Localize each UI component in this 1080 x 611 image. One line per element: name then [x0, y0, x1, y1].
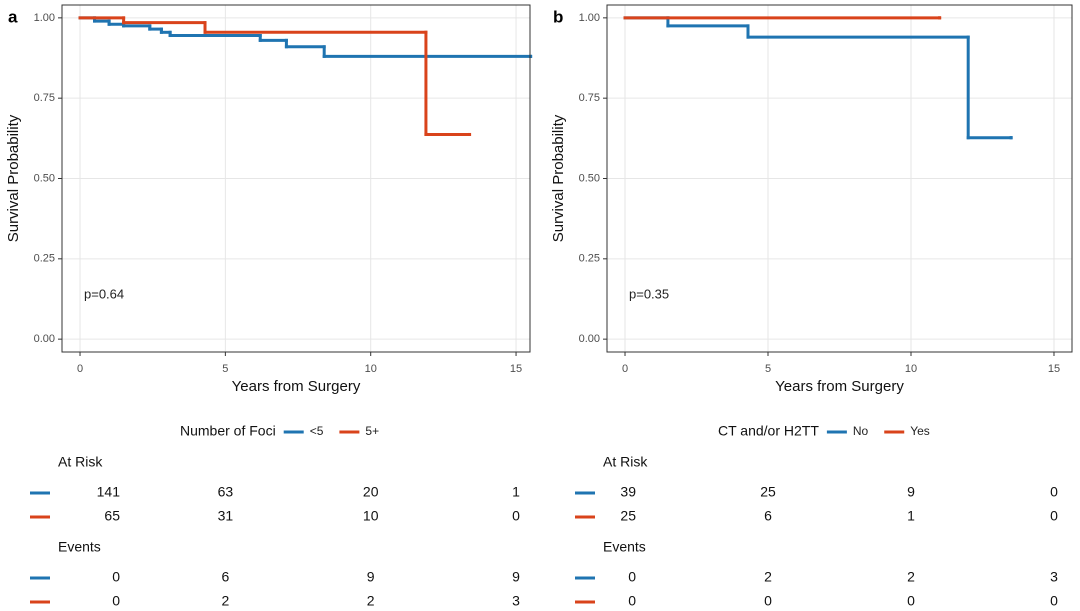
table-cell: 0: [112, 569, 120, 585]
table-cell: 3: [512, 593, 520, 609]
table-cell: 0: [628, 569, 636, 585]
y-tick-label: 0.25: [34, 253, 55, 265]
table-cell: 0: [1050, 508, 1058, 524]
table-title: At Risk: [603, 454, 648, 470]
table-cell: 25: [620, 508, 636, 524]
plot-border: [61, 4, 531, 353]
y-tick-label: 0.75: [34, 92, 55, 104]
table-title: Events: [603, 539, 646, 555]
table-cell: 39: [620, 484, 636, 500]
table-cell: 0: [1050, 593, 1058, 609]
legend-label: Yes: [910, 424, 930, 438]
p-value: p=0.64: [84, 286, 124, 301]
y-tick-label: 0.75: [579, 92, 600, 104]
y-axis-title: Survival Probability: [550, 114, 567, 242]
legend-title: CT and/or H2TT: [718, 423, 819, 439]
x-tick-label: 15: [1048, 363, 1060, 375]
table-title: Events: [58, 539, 101, 555]
y-tick-label: 0.50: [34, 172, 55, 184]
x-tick-label: 0: [77, 363, 83, 375]
table-cell: 9: [367, 569, 375, 585]
table-cell: 1: [907, 508, 915, 524]
table-cell: 9: [907, 484, 915, 500]
y-tick-label: 0.25: [579, 253, 600, 265]
legend-title: Number of Foci: [180, 423, 276, 439]
legend-label: 5+: [365, 424, 379, 438]
table-cell: 0: [1050, 484, 1058, 500]
table-cell: 0: [907, 593, 915, 609]
table-cell: 2: [907, 569, 915, 585]
x-tick-label: 10: [365, 363, 377, 375]
table-cell: 0: [112, 593, 120, 609]
y-tick-label: 0.00: [34, 333, 55, 345]
table-cell: 0: [764, 593, 772, 609]
x-tick-label: 15: [510, 363, 522, 375]
table-title: At Risk: [58, 454, 103, 470]
p-value: p=0.35: [629, 286, 669, 301]
x-tick-label: 0: [622, 363, 628, 375]
x-axis-title: Years from Surgery: [775, 378, 904, 395]
legend-label: <5: [310, 424, 324, 438]
plot-border: [606, 4, 1073, 353]
y-tick-label: 0.00: [579, 333, 600, 345]
table-cell: 31: [218, 508, 234, 524]
table-cell: 1: [512, 484, 520, 500]
legend-label: No: [853, 424, 869, 438]
x-tick-label: 5: [765, 363, 771, 375]
table-cell: 141: [97, 484, 121, 500]
table-cell: 25: [760, 484, 776, 500]
table-cell: 3: [1050, 569, 1058, 585]
table-cell: 0: [512, 508, 520, 524]
survival-curve: [78, 16, 472, 136]
table-cell: 2: [367, 593, 375, 609]
y-tick-label: 1.00: [579, 12, 600, 24]
x-tick-label: 5: [222, 363, 228, 375]
y-tick-label: 0.50: [579, 172, 600, 184]
x-tick-label: 10: [905, 363, 917, 375]
panel-label: b: [553, 7, 563, 26]
table-cell: 0: [628, 593, 636, 609]
table-cell: 6: [221, 569, 229, 585]
table-cell: 9: [512, 569, 520, 585]
table-cell: 10: [363, 508, 379, 524]
table-cell: 63: [218, 484, 234, 500]
table-cell: 2: [764, 569, 772, 585]
y-tick-label: 1.00: [34, 12, 55, 24]
table-cell: 6: [764, 508, 772, 524]
panel-label: a: [8, 7, 18, 26]
table-cell: 65: [104, 508, 120, 524]
table-cell: 2: [221, 593, 229, 609]
table-cell: 20: [363, 484, 379, 500]
y-axis-title: Survival Probability: [5, 114, 22, 242]
x-axis-title: Years from Surgery: [232, 378, 361, 395]
